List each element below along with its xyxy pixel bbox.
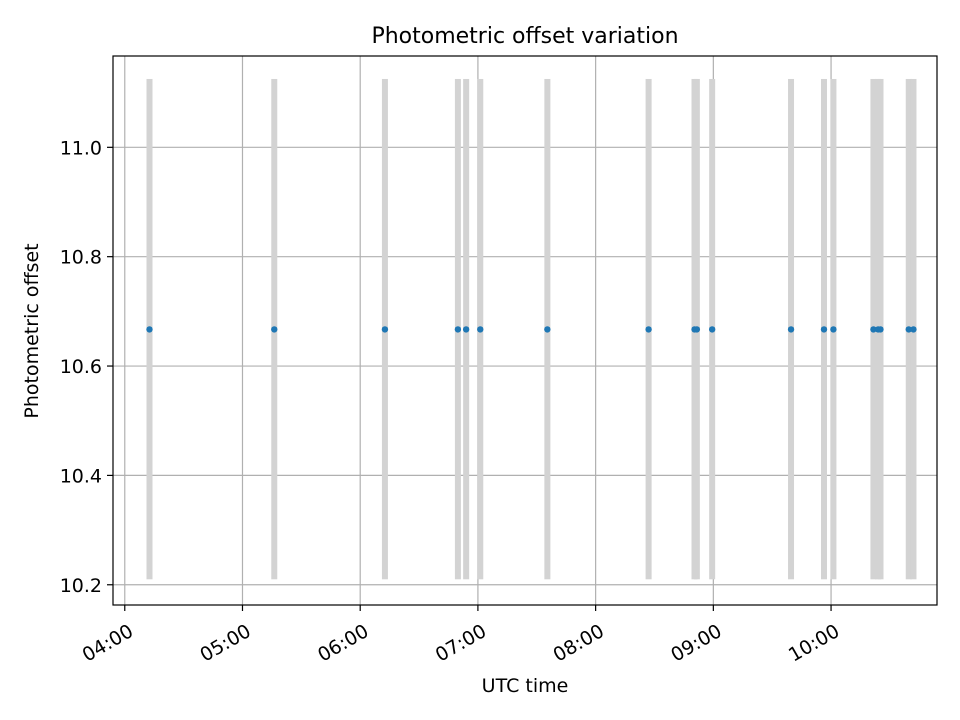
data-point [146,326,153,333]
data-point [870,326,877,333]
y-axis-label: Photometric offset [21,243,43,418]
data-point [830,326,837,333]
chart-title: Photometric offset variation [371,24,678,49]
data-point [271,326,278,333]
data-point [477,326,484,333]
y-tick-label: 10.4 [60,465,102,487]
data-point [877,326,884,333]
data-point [787,326,795,333]
y-tick-label: 10.6 [60,356,102,378]
data-point [693,326,701,333]
plot-area-frame [112,55,938,606]
data-point [645,326,652,333]
y-tick-label: 11.0 [60,137,102,159]
data-point [462,326,470,333]
data-points [146,326,917,333]
data-point [381,326,389,333]
data-point [905,326,912,333]
data-point [820,326,828,333]
y-tick-label: 10.2 [60,575,102,597]
data-point [708,326,716,333]
y-axis-ticks: 10.2 10.4 10.6 10.8 11.0 [60,137,113,597]
grid [113,56,937,605]
data-point [910,326,917,333]
data-point [454,326,462,333]
y-tick-label: 10.8 [60,247,102,269]
x-axis-label: UTC time [482,675,569,697]
data-point [544,326,551,333]
